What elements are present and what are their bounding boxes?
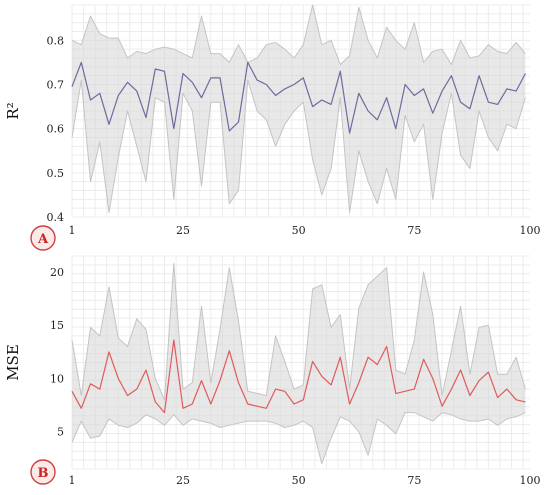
confidence-band	[72, 263, 526, 464]
confidence-band	[72, 5, 526, 213]
panel-b-mse-chart: 5 10 15 20 1 25 50 75 100 MSE B	[4, 255, 541, 487]
upper-bound-line	[71, 4, 526, 66]
panel-label-circle	[30, 459, 56, 485]
panel-label-circle	[30, 225, 56, 251]
x-tick-label: 50	[292, 224, 306, 237]
x-tick-label: 1	[69, 474, 76, 487]
x-tick-label: 100	[520, 224, 541, 237]
y-tick-label: 15	[50, 319, 64, 332]
x-tick-label: 25	[176, 224, 190, 237]
panel-label: A	[37, 232, 49, 247]
x-tick-label: 100	[520, 474, 541, 487]
lower-bound-line	[71, 412, 526, 465]
y-tick-label: 0.8	[47, 34, 65, 47]
mean-line	[71, 339, 526, 414]
upper-bound-line	[71, 263, 526, 401]
x-tick-label: 75	[407, 474, 421, 487]
y-tick-label: 0.4	[47, 211, 65, 224]
x-tick-label: 25	[176, 474, 190, 487]
y-tick-label: 0.6	[47, 123, 65, 136]
y-tick-label: 20	[50, 266, 64, 279]
y-axis-label: MSE	[4, 344, 22, 381]
panel-label: B	[38, 466, 49, 481]
y-tick-label: 5	[57, 426, 64, 439]
y-tick-label: 0.5	[47, 167, 65, 180]
x-tick-label: 1	[69, 224, 76, 237]
lower-bound-line	[71, 79, 526, 214]
y-tick-label: 10	[50, 372, 64, 385]
panel-a-r2-chart: 0.4 0.5 0.6 0.7 0.8 1 25 50 75 100 R² A	[4, 4, 541, 251]
x-tick-label: 75	[407, 224, 421, 237]
mean-line	[71, 61, 526, 134]
x-tick-label: 50	[292, 474, 306, 487]
y-tick-label: 0.7	[47, 79, 65, 92]
y-axis-label: R²	[4, 102, 22, 119]
